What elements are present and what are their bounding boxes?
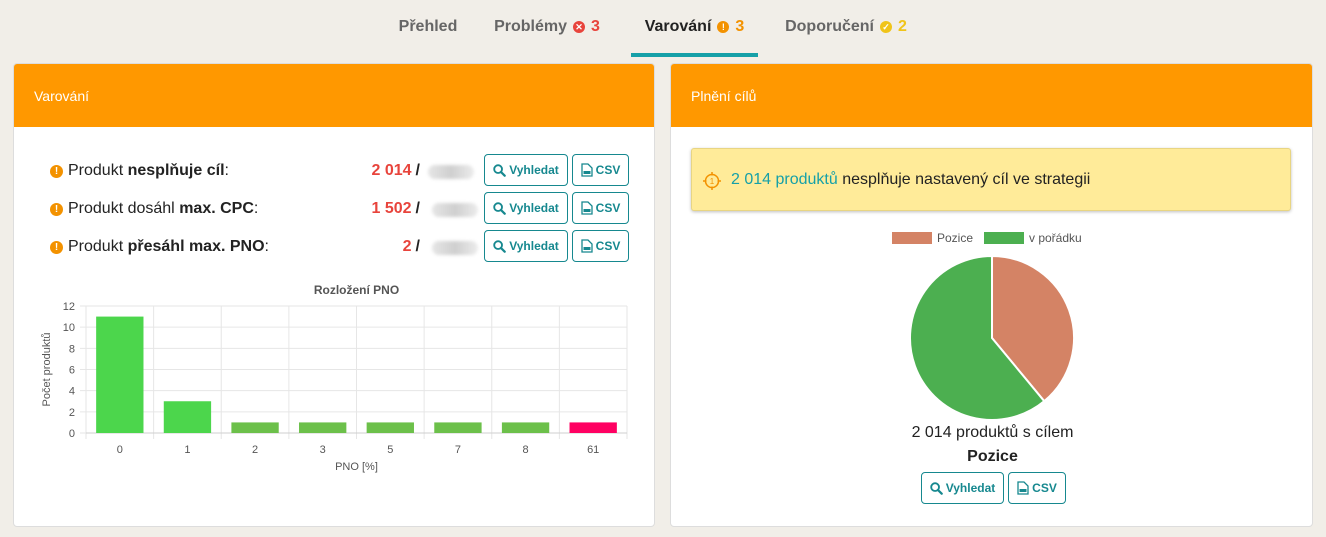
search-icon	[929, 481, 943, 495]
x-tick-label: 3	[320, 444, 326, 456]
search-button[interactable]: Vyhledat	[484, 154, 568, 186]
legend-label: Pozice	[937, 231, 974, 245]
csv-button[interactable]: CSV	[1008, 472, 1066, 504]
warning-icon: !	[50, 241, 63, 254]
error-icon: ✕	[573, 20, 585, 33]
panel-header: Varování	[14, 64, 654, 127]
csv-button[interactable]: CSV	[572, 230, 629, 262]
warning-count: 2 014/	[371, 162, 421, 179]
x-tick-label: 2	[252, 444, 258, 456]
tab-problemy[interactable]: Problémy ✕ 3	[482, 0, 612, 57]
warning-count: 2/	[402, 238, 420, 255]
warnings-panel: Varování ! Produkt nesplňuje cíl: 2 014/…	[13, 63, 655, 527]
csv-file-icon	[581, 201, 593, 215]
bar	[163, 401, 212, 433]
check-icon: ✓	[879, 20, 892, 33]
goals-panel: Plnění cílů 1 2 014 produktů nesplňuje n…	[670, 63, 1313, 527]
warning-icon: !	[50, 203, 63, 216]
pie-slice-pozice	[991, 255, 1075, 403]
y-tick-label: 10	[63, 322, 75, 334]
csv-file-icon	[581, 239, 593, 253]
chart-title: Rozložení PNO	[314, 283, 399, 297]
warning-icon: !	[717, 20, 730, 33]
tab-prehled[interactable]: Přehled	[378, 0, 478, 57]
tab-label: Varování	[644, 17, 712, 35]
tab-label: Problémy	[494, 17, 567, 35]
bar	[231, 422, 279, 433]
y-tick-label: 8	[69, 343, 75, 355]
warning-row: ! Produkt přesáhl max. PNO: 2/	[50, 230, 610, 264]
search-icon	[493, 163, 507, 177]
csv-file-icon	[581, 163, 593, 177]
warning-text: Produkt nesplňuje cíl:	[68, 162, 229, 179]
panel-title: Varování	[34, 87, 89, 104]
warning-text: Produkt přesáhl max. PNO:	[68, 238, 269, 255]
bar	[569, 422, 617, 433]
y-tick-label: 0	[69, 428, 75, 440]
tab-label: Přehled	[398, 17, 458, 35]
target-icon: 1	[703, 172, 721, 190]
csv-button[interactable]: CSV	[572, 192, 629, 224]
goal-pie-chart	[909, 255, 1075, 421]
tab-count: 2	[897, 17, 907, 35]
legend-label: v pořádku	[1029, 231, 1082, 245]
x-tick-label: 8	[523, 444, 529, 456]
y-axis-title: Počet produktů	[41, 333, 53, 407]
bar	[299, 422, 347, 433]
tab-doporuceni[interactable]: Doporučení ✓ 2	[776, 0, 916, 57]
bar	[434, 422, 482, 433]
csv-file-icon	[1017, 481, 1029, 495]
search-button[interactable]: Vyhledat	[484, 230, 568, 262]
blurred-total	[428, 165, 474, 179]
warning-icon: !	[50, 165, 63, 178]
y-tick-label: 2	[69, 407, 75, 419]
x-tick-label: 0	[117, 444, 123, 456]
warning-row: ! Produkt dosáhl max. CPC: 1 502/	[50, 192, 610, 226]
y-tick-label: 4	[69, 386, 75, 398]
tab-varovani[interactable]: Varování ! 3	[631, 0, 758, 57]
search-button[interactable]: Vyhledat	[921, 472, 1004, 504]
svg-text:1: 1	[710, 177, 715, 186]
warning-text: Produkt dosáhl max. CPC:	[68, 200, 259, 217]
legend-swatch-pozice	[892, 232, 932, 244]
search-icon	[493, 201, 507, 215]
bar	[96, 316, 144, 433]
pie-caption: 2 014 produktů s cílem	[911, 424, 1074, 441]
tab-bar: Přehled Problémy ✕ 3 Varování ! 3 Doporu…	[0, 0, 1326, 57]
y-tick-label: 12	[63, 301, 75, 313]
panel-header: Plnění cílů	[671, 64, 1312, 127]
goal-notice: 1 2 014 produktů nesplňuje nastavený cíl…	[691, 148, 1291, 211]
tab-count: 3	[735, 17, 745, 35]
legend-swatch-ok	[984, 232, 1024, 244]
pie-slice-ok	[909, 255, 1046, 421]
x-tick-label: 7	[455, 444, 461, 456]
tab-count: 3	[591, 17, 600, 35]
csv-button[interactable]: CSV	[572, 154, 629, 186]
search-button[interactable]: Vyhledat	[484, 192, 568, 224]
blurred-total	[432, 241, 478, 255]
x-tick-label: 61	[587, 444, 599, 456]
x-tick-label: 5	[387, 444, 393, 456]
blurred-total	[432, 203, 478, 217]
bar	[501, 422, 550, 433]
y-tick-label: 6	[69, 365, 75, 377]
bar	[366, 422, 414, 433]
panel-title: Plnění cílů	[691, 87, 757, 104]
tab-label: Doporučení	[785, 17, 874, 35]
search-icon	[493, 239, 507, 253]
notice-text: 2 014 produktů nesplňuje nastavený cíl v…	[731, 171, 1091, 188]
warning-count: 1 502/	[371, 200, 421, 217]
strategy-name: Pozice	[967, 448, 1018, 465]
warning-row: ! Produkt nesplňuje cíl: 2 014/	[50, 154, 610, 188]
products-link[interactable]: 2 014 produktů	[731, 171, 838, 188]
x-axis-title: PNO [%]	[335, 461, 378, 473]
x-tick-label: 1	[184, 444, 190, 456]
